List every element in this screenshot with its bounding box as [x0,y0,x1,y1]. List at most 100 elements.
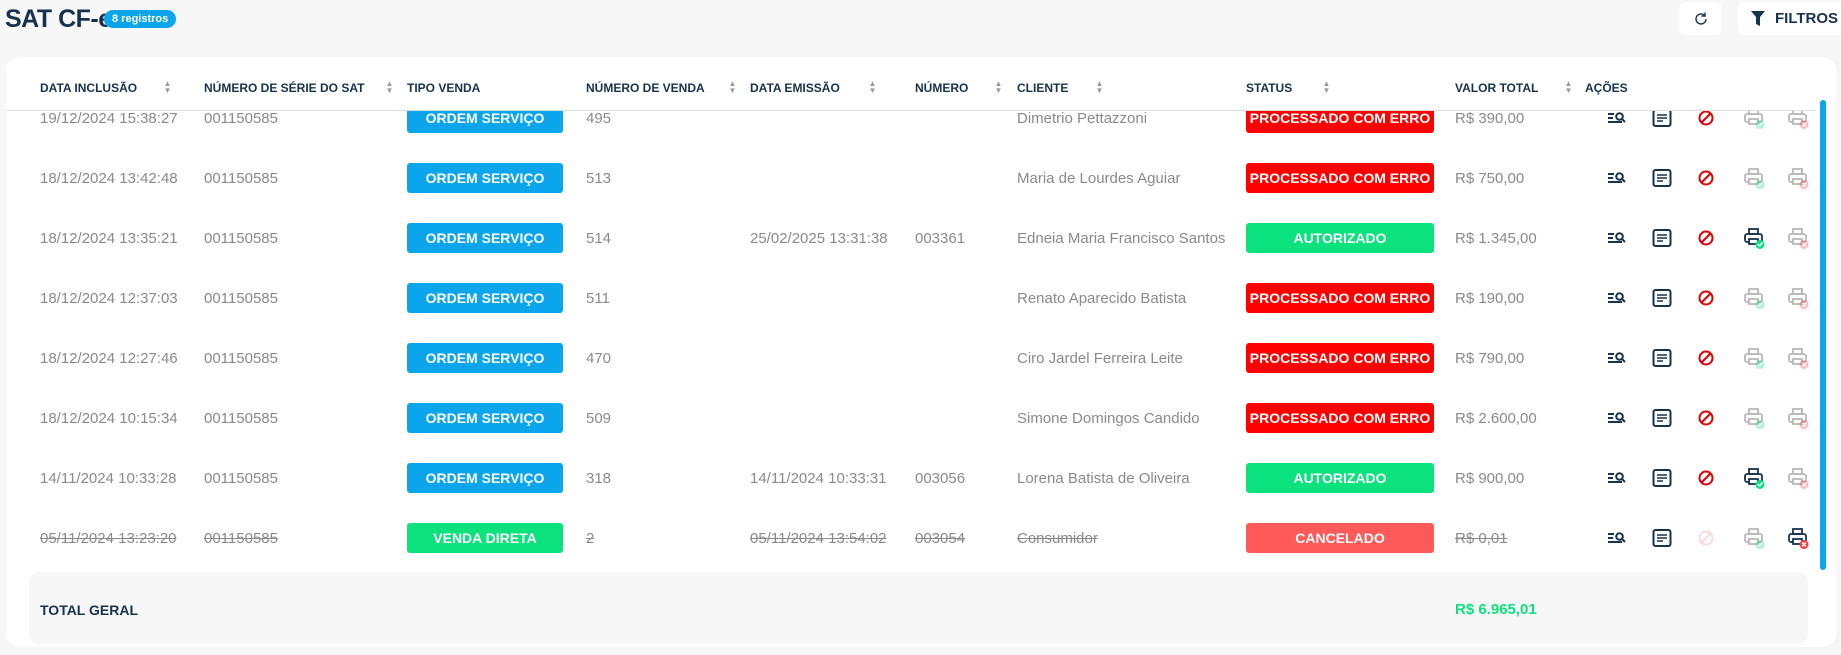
document-icon[interactable] [1651,347,1673,369]
print-cancel-icon[interactable] [1787,527,1809,549]
print-icon[interactable] [1743,227,1765,249]
print-cancel-icon[interactable] [1787,167,1809,189]
column-header[interactable]: DATA EMISSÃO [750,81,840,95]
total-value: R$ 900,00 [1455,470,1525,487]
print-icon[interactable] [1743,167,1765,189]
column-header[interactable]: NÚMERO DE SÉRIE DO SAT [204,81,365,95]
sort-icon[interactable]: ▲ ▼ [994,79,1003,95]
sale-number: 514 [586,230,612,247]
print-icon[interactable] [1743,527,1765,549]
funnel-icon [1751,11,1765,26]
cancel-icon[interactable] [1695,347,1717,369]
print-icon[interactable] [1743,347,1765,369]
document-icon[interactable] [1651,111,1673,129]
sale-type-badge: ORDEM SERVIÇO [407,343,563,373]
document-icon[interactable] [1651,467,1673,489]
view-details-icon[interactable] [1606,347,1628,369]
print-icon[interactable] [1743,467,1765,489]
cancel-icon[interactable] [1695,111,1717,129]
view-details-icon[interactable] [1606,467,1628,489]
client-name: Ciro Jardel Ferreira Leite [1017,350,1183,367]
sale-type-badge: ORDEM SERVIÇO [407,223,563,253]
total-value: R$ 390,00 [1455,111,1525,127]
sat-serial: 001150585 [204,290,278,307]
document-icon[interactable] [1651,167,1673,189]
total-value: R$ 190,00 [1455,290,1525,307]
sort-icon[interactable]: ▲ ▼ [163,79,172,95]
sort-icon[interactable]: ▲ ▼ [1564,79,1573,95]
data-inclusao: 14/11/2024 10:33:28 [40,470,177,487]
document-icon[interactable] [1651,287,1673,309]
records-count-badge: 8 registros [104,10,177,28]
sort-icon[interactable]: ▲ ▼ [868,79,877,95]
cancel-icon[interactable] [1695,167,1717,189]
print-icon[interactable] [1743,111,1765,129]
table-row: 14/11/2024 10:33:28 001150585 318 14/11/202… [6,448,1816,508]
sort-icon[interactable]: ▲ ▼ [728,79,737,95]
sat-serial: 001150585 [204,530,278,547]
number: 003361 [915,230,966,247]
view-details-icon[interactable] [1606,527,1628,549]
total-value: R$ 0,01 [1455,530,1508,547]
print-icon[interactable] [1743,407,1765,429]
print-cancel-icon[interactable] [1787,347,1809,369]
column-header[interactable]: CLIENTE [1017,81,1069,95]
print-cancel-icon[interactable] [1787,467,1809,489]
print-icon[interactable] [1743,287,1765,309]
sort-icon[interactable]: ▲ ▼ [1322,79,1331,95]
sort-icon[interactable]: ▲ ▼ [385,79,394,95]
data-inclusao: 18/12/2024 13:42:48 [40,170,178,187]
total-value: R$ 6.965,01 [1455,601,1537,618]
data-inclusao: 05/11/2024 13:23:20 [40,530,177,547]
table-row: 18/12/2024 10:15:34 001150585 509 Simone Do… [6,388,1816,448]
refresh-icon [1694,12,1707,25]
total-value: R$ 750,00 [1455,170,1525,187]
column-header[interactable]: DATA INCLUSÃO [40,81,138,95]
column-header: AÇÕES [1585,81,1628,95]
cancel-icon[interactable] [1695,227,1717,249]
filters-button[interactable]: FILTROS [1738,2,1841,35]
print-cancel-icon[interactable] [1787,111,1809,129]
sat-serial: 001150585 [204,350,278,367]
client-name: Lorena Batista de Oliveira [1017,470,1190,487]
sale-number: 318 [586,470,612,487]
column-header[interactable]: VALOR TOTAL [1455,81,1539,95]
sale-number: 2 [586,530,595,547]
sale-number: 495 [586,111,612,127]
view-details-icon[interactable] [1606,111,1628,129]
column-header[interactable]: NÚMERO [915,81,969,95]
client-name: Renato Aparecido Batista [1017,290,1187,307]
status-badge: PROCESSADO COM ERRO [1246,403,1434,433]
column-header[interactable]: TIPO VENDA [407,81,481,95]
print-cancel-icon[interactable] [1787,287,1809,309]
vertical-scrollbar[interactable] [1820,100,1826,570]
sale-number: 509 [586,410,612,427]
cancel-icon[interactable] [1695,467,1717,489]
cancel-icon[interactable] [1695,527,1717,549]
sat-serial: 001150585 [204,111,278,127]
status-badge: PROCESSADO COM ERRO [1246,111,1434,133]
total-value: R$ 2.600,00 [1455,410,1537,427]
column-header[interactable]: NÚMERO DE VENDA [586,81,705,95]
client-name: Edneia Maria Francisco Santos [1017,230,1226,247]
view-details-icon[interactable] [1606,227,1628,249]
view-details-icon[interactable] [1606,407,1628,429]
print-cancel-icon[interactable] [1787,407,1809,429]
document-icon[interactable] [1651,527,1673,549]
document-icon[interactable] [1651,227,1673,249]
document-icon[interactable] [1651,407,1673,429]
status-badge: CANCELADO [1246,523,1434,553]
view-details-icon[interactable] [1606,167,1628,189]
sale-number: 511 [586,290,610,307]
emission-date: 14/11/2024 10:33:31 [750,470,887,487]
cancel-icon[interactable] [1695,407,1717,429]
sort-icon[interactable]: ▲ ▼ [1095,79,1104,95]
page-title: SAT CF-e [5,5,112,33]
view-details-icon[interactable] [1606,287,1628,309]
refresh-button[interactable] [1679,2,1722,35]
print-cancel-icon[interactable] [1787,227,1809,249]
cancel-icon[interactable] [1695,287,1717,309]
total-label: TOTAL GERAL [40,602,138,618]
column-header[interactable]: STATUS [1246,81,1293,95]
status-badge: AUTORIZADO [1246,463,1434,493]
